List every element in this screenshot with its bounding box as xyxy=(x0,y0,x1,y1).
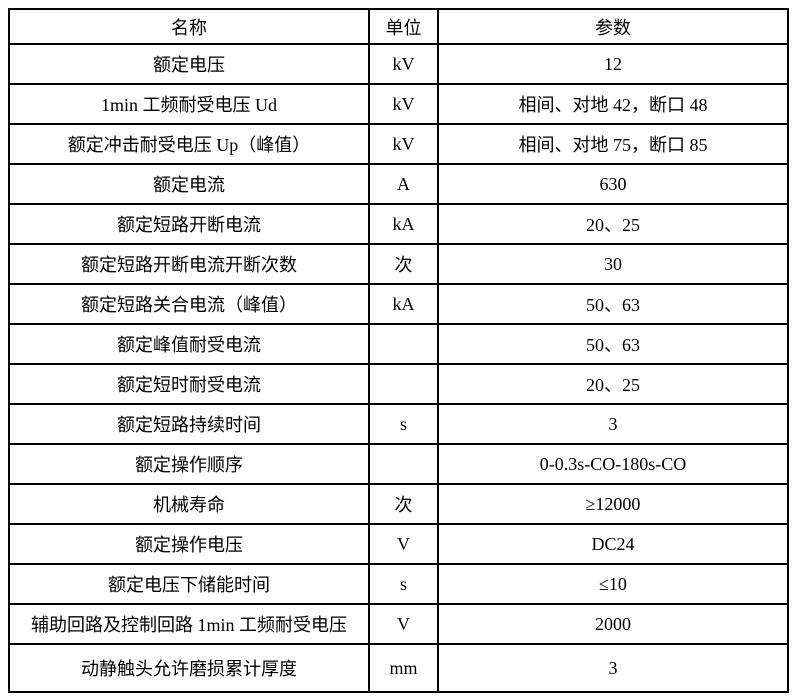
param-unit-cell: V xyxy=(368,523,439,565)
param-unit-cell: kV xyxy=(368,83,439,125)
param-unit-cell: 次 xyxy=(368,243,439,285)
param-value-cell: 12 xyxy=(437,43,789,85)
table-row: 机械寿命次 ≥12000 xyxy=(8,483,789,525)
table-row: 额定短时耐受电流 20、25 xyxy=(8,363,789,405)
table-row: 辅助回路及控制回路 1min 工频耐受电压 V 2000 xyxy=(8,603,789,645)
param-value-cell: 30 xyxy=(437,243,789,285)
param-name-cell: 额定电压 xyxy=(8,43,370,85)
param-unit-cell: s xyxy=(368,563,439,605)
spec-table: 名称 单位 参数 额定电压 kV 12 1min 工频耐受电压 Ud kV 相间、对地 4… xyxy=(8,8,789,693)
param-name-cell: 机械寿命 xyxy=(8,483,370,525)
param-unit-cell: kV xyxy=(368,123,439,165)
param-value-cell: 3 xyxy=(437,643,789,693)
param-name-cell: 额定短路关合电流（峰值） xyxy=(8,283,370,325)
param-name-cell: 额定短路持续时间 xyxy=(8,403,370,445)
table-row: 额定峰值耐受电流 50、63 xyxy=(8,323,789,365)
table-row: 额定操作电压 V DC24 xyxy=(8,523,789,565)
param-value-cell: 20、25 xyxy=(437,203,789,245)
param-name-cell: 额定电流 xyxy=(8,163,370,205)
param-name-cell: 辅助回路及控制回路 1min 工频耐受电压 xyxy=(8,603,370,645)
param-value-cell: 630 xyxy=(437,163,789,205)
param-name-cell: 额定短路开断电流开断次数 xyxy=(8,243,370,285)
param-unit-cell: kA xyxy=(368,203,439,245)
table-row: 额定冲击耐受电压 Up（峰值） kV 相间、对地 75，断口 85 xyxy=(8,123,789,165)
param-unit-cell: 次 xyxy=(368,483,439,525)
param-value-cell: 50、63 xyxy=(437,283,789,325)
table-row: 额定电流 A 630 xyxy=(8,163,789,205)
column-header-unit: 单位 xyxy=(368,8,439,45)
table-row: 1min 工频耐受电压 Ud kV 相间、对地 42，断口 48 xyxy=(8,83,789,125)
param-unit-cell: mm xyxy=(368,643,439,693)
table-row: 额定短路关合电流（峰值） kA 50、63 xyxy=(8,283,789,325)
param-value-cell: 相间、对地 42，断口 48 xyxy=(437,83,789,125)
param-name-cell: 额定短时耐受电流 xyxy=(8,363,370,405)
param-unit-cell: A xyxy=(368,163,439,205)
param-unit-cell xyxy=(368,323,439,365)
param-name-cell: 额定操作电压 xyxy=(8,523,370,565)
header-row: 名称 单位 参数 xyxy=(8,8,789,45)
param-value-cell: 3 xyxy=(437,403,789,445)
table-row: 额定短路开断电流 kA 20、25 xyxy=(8,203,789,245)
param-value-cell: DC24 xyxy=(437,523,789,565)
param-value-cell: 相间、对地 75，断口 85 xyxy=(437,123,789,165)
param-name-cell: 1min 工频耐受电压 Ud xyxy=(8,83,370,125)
param-unit-cell xyxy=(368,443,439,485)
param-unit-cell: kV xyxy=(368,43,439,85)
param-name-cell: 额定短路开断电流 xyxy=(8,203,370,245)
param-value-cell: 20、25 xyxy=(437,363,789,405)
param-unit-cell xyxy=(368,363,439,405)
param-value-cell: ≥12000 xyxy=(437,483,789,525)
table-row: 额定操作顺序 0-0.3s-CO-180s-CO xyxy=(8,443,789,485)
param-value-cell: 2000 xyxy=(437,603,789,645)
param-name-cell: 额定电压下储能时间 xyxy=(8,563,370,605)
column-header-value: 参数 xyxy=(437,8,789,45)
param-unit-cell: s xyxy=(368,403,439,445)
param-unit-cell: V xyxy=(368,603,439,645)
column-header-name: 名称 xyxy=(8,8,370,45)
param-name-cell: 额定冲击耐受电压 Up（峰值） xyxy=(8,123,370,165)
param-name-cell: 动静触头允许磨损累计厚度 xyxy=(8,643,370,693)
param-unit-cell: kA xyxy=(368,283,439,325)
param-name-cell: 额定操作顺序 xyxy=(8,443,370,485)
param-value-cell: 50、63 xyxy=(437,323,789,365)
param-value-cell: 0-0.3s-CO-180s-CO xyxy=(437,443,789,485)
param-value-cell: ≤10 xyxy=(437,563,789,605)
table-row: 额定电压 kV 12 xyxy=(8,43,789,85)
param-name-cell: 额定峰值耐受电流 xyxy=(8,323,370,365)
table-row: 额定电压下储能时间 s ≤10 xyxy=(8,563,789,605)
table-row: 动静触头允许磨损累计厚度 mm 3 xyxy=(8,643,789,693)
table-row: 额定短路开断电流开断次数次 30 xyxy=(8,243,789,285)
table-row: 额定短路持续时间 s 3 xyxy=(8,403,789,445)
